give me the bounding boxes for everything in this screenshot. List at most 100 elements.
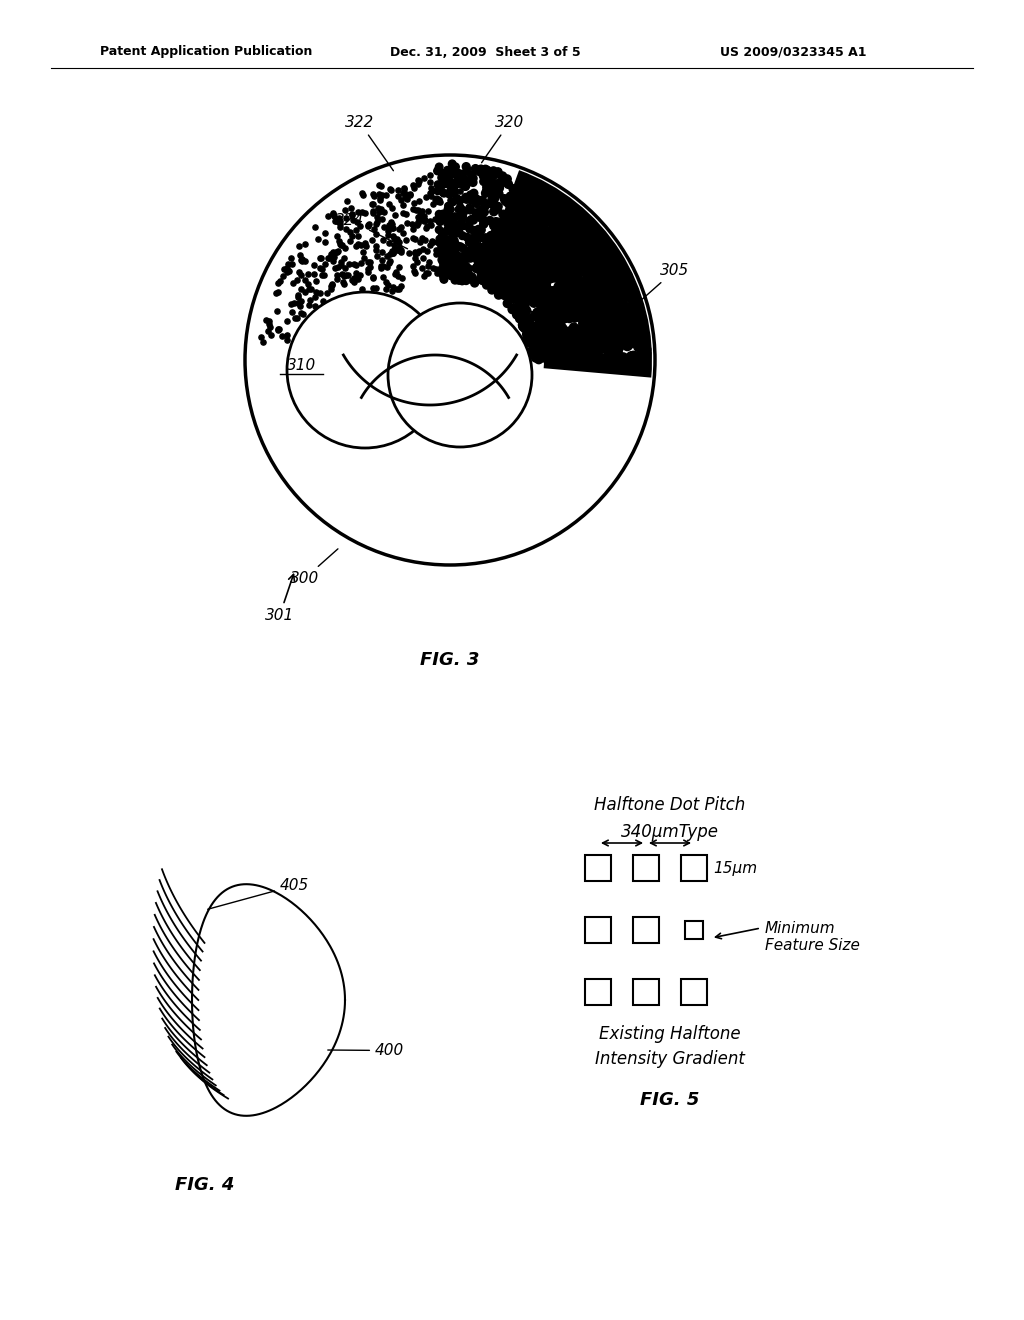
- Point: [532, 327, 549, 348]
- Point: [348, 211, 365, 232]
- Point: [293, 265, 309, 286]
- Point: [393, 242, 410, 263]
- Circle shape: [548, 284, 561, 296]
- Point: [620, 273, 636, 294]
- Point: [411, 211, 427, 232]
- Point: [583, 277, 599, 298]
- Point: [436, 182, 453, 203]
- Point: [603, 288, 620, 309]
- Point: [466, 220, 482, 242]
- Point: [516, 292, 532, 313]
- Point: [487, 269, 504, 290]
- Point: [607, 247, 624, 268]
- Point: [545, 329, 561, 350]
- Point: [532, 231, 549, 252]
- Point: [440, 181, 457, 202]
- Point: [632, 317, 648, 338]
- Point: [570, 279, 587, 300]
- Point: [607, 288, 624, 309]
- Point: [630, 317, 646, 338]
- Point: [539, 220, 555, 242]
- Point: [444, 248, 461, 269]
- Point: [308, 281, 325, 302]
- Point: [391, 231, 408, 252]
- Point: [280, 253, 296, 275]
- Point: [584, 292, 600, 313]
- Point: [526, 321, 543, 342]
- Point: [334, 264, 350, 285]
- Point: [580, 329, 596, 350]
- Point: [439, 213, 456, 234]
- Point: [506, 214, 522, 235]
- Point: [489, 264, 506, 285]
- Point: [566, 322, 583, 343]
- Point: [459, 260, 475, 281]
- Point: [515, 281, 531, 302]
- Point: [354, 183, 371, 205]
- Point: [534, 296, 550, 317]
- Polygon shape: [193, 884, 345, 1115]
- Point: [536, 280, 552, 301]
- Point: [520, 183, 537, 205]
- Point: [376, 216, 392, 238]
- Point: [410, 251, 426, 272]
- Point: [588, 286, 604, 308]
- Point: [441, 216, 458, 238]
- Point: [508, 280, 524, 301]
- Point: [525, 292, 542, 313]
- Point: [450, 174, 466, 195]
- Point: [603, 282, 620, 304]
- Text: US 2009/0323345 A1: US 2009/0323345 A1: [720, 45, 866, 58]
- Point: [537, 224, 553, 246]
- Point: [486, 223, 503, 244]
- Point: [303, 279, 319, 300]
- Point: [434, 232, 451, 253]
- Point: [531, 322, 548, 343]
- Point: [523, 272, 540, 293]
- Point: [587, 252, 603, 273]
- Point: [390, 239, 407, 260]
- Point: [485, 260, 502, 281]
- Point: [325, 202, 341, 223]
- Point: [529, 343, 546, 364]
- Point: [420, 256, 436, 277]
- Circle shape: [538, 257, 545, 265]
- Point: [505, 240, 521, 261]
- Point: [508, 244, 524, 265]
- Point: [480, 168, 497, 189]
- Point: [604, 244, 621, 265]
- Point: [603, 319, 620, 341]
- Point: [416, 265, 432, 286]
- Point: [554, 297, 570, 318]
- Point: [559, 339, 575, 360]
- Point: [477, 158, 494, 180]
- Point: [530, 348, 547, 370]
- Point: [455, 252, 471, 273]
- Point: [307, 296, 324, 317]
- Point: [505, 269, 521, 290]
- Point: [411, 207, 427, 228]
- Point: [478, 231, 495, 252]
- Point: [447, 268, 464, 289]
- Point: [417, 168, 433, 189]
- Point: [411, 170, 427, 191]
- Circle shape: [521, 293, 528, 300]
- Point: [522, 319, 539, 341]
- Point: [514, 282, 530, 304]
- Point: [375, 230, 391, 251]
- Point: [489, 198, 506, 219]
- Point: [531, 330, 548, 351]
- Point: [437, 230, 454, 251]
- Point: [553, 319, 569, 341]
- Point: [529, 302, 546, 323]
- Point: [502, 239, 518, 260]
- Point: [452, 190, 468, 211]
- Point: [608, 333, 625, 354]
- Point: [559, 339, 575, 360]
- Point: [514, 306, 530, 327]
- Point: [603, 345, 620, 366]
- Point: [539, 279, 555, 300]
- Point: [444, 191, 461, 213]
- Point: [589, 234, 605, 255]
- Point: [561, 253, 578, 275]
